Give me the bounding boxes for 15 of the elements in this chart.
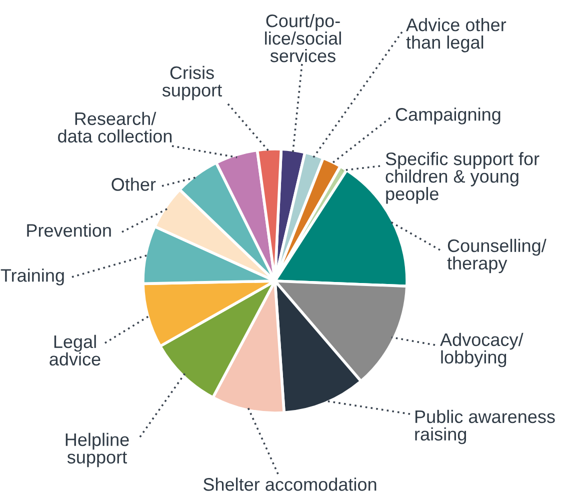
slice-label: Advocacy/ lobbying: [440, 332, 524, 368]
slice-label: Counselling/ therapy: [447, 238, 546, 274]
slice-label: Helpline support: [66, 432, 129, 468]
slice-label: Legal advice: [50, 334, 100, 366]
slice-label: Campaigning: [396, 108, 500, 124]
slice-label: Public awareness raising: [415, 410, 555, 444]
slice-label: Advice other than legal: [406, 18, 506, 52]
slice-label: Training: [0, 268, 64, 286]
slice-label: Shelter accomodation: [204, 478, 376, 491]
slice-label: Prevention: [27, 224, 111, 237]
slice-label: Other: [112, 178, 156, 191]
slice-label: Court/po- lice/social services: [265, 14, 341, 62]
slice-label: Research/ data collection: [58, 112, 172, 143]
slice-label: Specific support for children & young people: [386, 152, 540, 204]
slice-label: Crisis support: [162, 66, 222, 100]
